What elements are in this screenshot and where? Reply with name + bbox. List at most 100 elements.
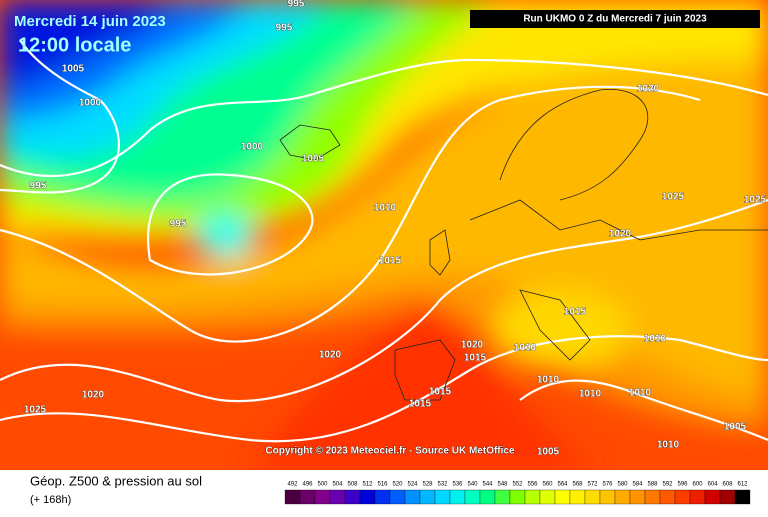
isobar-label: 1025 [744, 195, 767, 206]
isobar-label: 1020 [609, 229, 632, 240]
legend-swatch [464, 489, 481, 505]
legend-label: 524 [407, 482, 418, 488]
legend-swatch [284, 489, 301, 505]
isobar-labels: 995 995 1005 1000 995 1000 1005 995 1010 1015 1020… [24, 0, 767, 458]
legend-label: 600 [692, 482, 703, 488]
isobar-label: 1015 [379, 256, 402, 267]
isobar-label: 1015 [429, 387, 452, 398]
legend-swatch [449, 489, 466, 505]
legend-label: 532 [437, 482, 448, 488]
legend-label: 540 [467, 482, 478, 488]
legend-label: 492 [287, 482, 298, 488]
legend-label: 568 [572, 482, 583, 488]
legend-label: 528 [422, 482, 433, 488]
isobar-label: 1020 [319, 350, 342, 361]
legend-swatch [344, 489, 361, 505]
isobar-label: 1010 [579, 389, 602, 400]
legend-swatch [644, 489, 661, 505]
footer-subtitle: (+ 168h) [30, 494, 71, 506]
legend-label: 576 [602, 482, 613, 488]
isobar-label: 995 [276, 23, 293, 34]
isobar-label: 1020 [82, 390, 105, 401]
legend-label: 516 [377, 482, 388, 488]
legend-swatch [524, 489, 541, 505]
legend: 492 496 500 504 508 512 516 520 524 528 532 536 540 5… [284, 482, 751, 505]
legend-swatch [329, 489, 346, 505]
legend-label: 564 [557, 482, 568, 488]
legend-swatch [629, 489, 646, 505]
legend-label: 500 [317, 482, 328, 488]
isobar-label: 1010 [629, 388, 652, 399]
legend-label: 588 [647, 482, 658, 488]
legend-swatch [554, 489, 571, 505]
legend-swatch [374, 489, 391, 505]
isobar-label: 1010 [374, 203, 397, 214]
isobar-label: 1000 [79, 98, 102, 109]
legend-label: 520 [392, 482, 403, 488]
isobar-label: 1010 [537, 375, 560, 386]
isobar-label: 1010 [644, 334, 667, 345]
legend-label: 544 [482, 482, 493, 488]
isobars [0, 39, 768, 443]
legend-label: 496 [302, 482, 313, 488]
legend-label: 552 [512, 482, 523, 488]
legend-swatch [599, 489, 616, 505]
legend-label: 604 [707, 482, 718, 488]
legend-label: 560 [542, 482, 553, 488]
isobar-label: 995 [30, 181, 47, 192]
legend-swatch [614, 489, 631, 505]
run-label: Run UKMO 0 Z du Mercredi 7 juin 2023 [523, 14, 707, 25]
legend-swatch [419, 489, 436, 505]
legend-swatch [704, 489, 721, 505]
isobar-label: 1025 [662, 192, 685, 203]
legend-swatch [509, 489, 526, 505]
legend-swatch [569, 489, 586, 505]
isobar-label: 1005 [302, 154, 325, 165]
field [0, 0, 768, 470]
run-box [470, 10, 760, 28]
legend-swatch [314, 489, 331, 505]
isobar-label: 995 [170, 219, 187, 230]
date-label: Mercredi 14 juin 2023 [14, 13, 166, 30]
legend-swatch [659, 489, 676, 505]
time-label: 12:00 locale [18, 34, 131, 56]
legend-label: 572 [587, 482, 598, 488]
legend-label: 608 [722, 482, 733, 488]
legend-swatch [479, 489, 496, 505]
copyright: Copyright © 2023 Meteociel.fr - Source U… [265, 446, 515, 457]
legend-label: 580 [617, 482, 628, 488]
isobar-label: 1005 [537, 447, 560, 458]
legend-label: 512 [362, 482, 373, 488]
legend-label: 536 [452, 482, 463, 488]
legend-swatch [359, 489, 376, 505]
legend-swatch [404, 489, 421, 505]
legend-swatch [299, 489, 316, 505]
isobar-label: 1020 [461, 340, 484, 351]
footer-title: Géop. Z500 & pression au sol [30, 473, 202, 488]
legend-label: 548 [497, 482, 508, 488]
legend-swatch [434, 489, 451, 505]
isobar-label: 1025 [24, 405, 47, 416]
legend-label: 592 [662, 482, 673, 488]
isobar-label: 1015 [409, 399, 432, 410]
legend-swatch [719, 489, 736, 505]
legend-label: 504 [332, 482, 343, 488]
isobar-label: 1015 [464, 353, 487, 364]
legend-label: 556 [527, 482, 538, 488]
legend-swatch [389, 489, 406, 505]
isobar-label: 995 [288, 0, 305, 10]
isobar-label: 1015 [564, 307, 587, 318]
isobar-label: 1005 [62, 64, 85, 75]
legend-swatch [584, 489, 601, 505]
legend-swatch [494, 489, 511, 505]
isobar-label: 1005 [724, 422, 747, 433]
isobar-label: 1010 [657, 440, 680, 451]
legend-swatch [674, 489, 691, 505]
legend-swatch [539, 489, 556, 505]
isobar-label: 1010 [514, 343, 537, 354]
legend-label: 612 [737, 482, 748, 488]
isobar-label: 1000 [241, 142, 264, 153]
legend-swatch [734, 489, 751, 505]
legend-swatch [689, 489, 706, 505]
